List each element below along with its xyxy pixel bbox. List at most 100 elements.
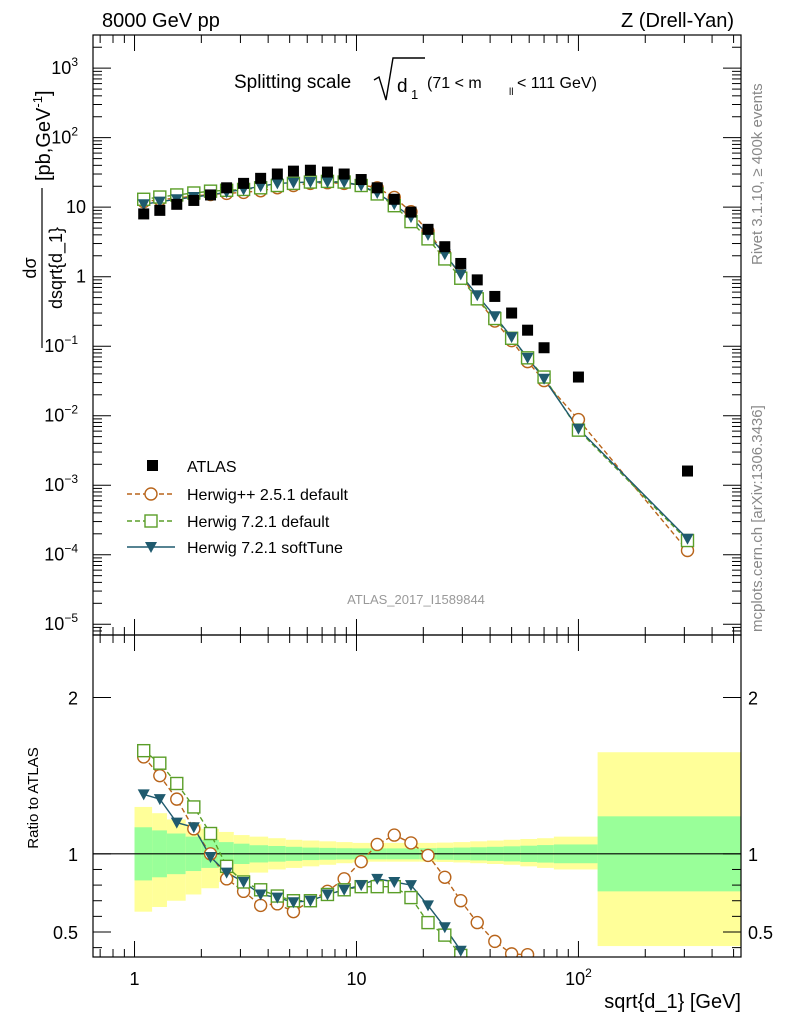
data-point (153, 196, 166, 208)
data-point (338, 168, 350, 180)
data-point (254, 889, 267, 901)
x-tick-label-base: 1 (130, 969, 140, 989)
data-point (187, 822, 200, 834)
data-point (170, 817, 183, 829)
x-tick-label: 102 (565, 966, 592, 989)
data-point (681, 533, 694, 545)
sqrt-symbol (373, 57, 425, 101)
data-point (337, 872, 351, 886)
data-point (371, 182, 383, 194)
data-point (538, 373, 551, 385)
main-ylabel-unit-close: ] (33, 90, 55, 96)
data-point (370, 837, 384, 852)
x-tick-label-sup: 2 (585, 966, 592, 980)
data-point (354, 854, 368, 869)
data-point (171, 198, 183, 210)
data-point (254, 181, 267, 193)
y-tick-label-base: 10 (51, 128, 71, 148)
data-point (471, 290, 484, 302)
data-point (338, 177, 351, 189)
plot-title-range-sub: ll (509, 87, 513, 98)
data-point (355, 174, 367, 186)
y-tick-label-sup: −4 (64, 542, 78, 556)
ratio-y-tick-label-right: 0.5 (748, 923, 773, 943)
y-tick-label: 10 (66, 197, 86, 217)
header-left: 8000 GeV pp (102, 10, 220, 32)
data-point (439, 241, 451, 253)
y-tick-label: 102 (51, 125, 78, 148)
header-right: Z (Drell-Yan) (621, 10, 734, 32)
data-point (520, 947, 535, 957)
rivet-label: Rivet 3.1.10, ≥ 400k events (749, 83, 766, 265)
data-point (304, 895, 317, 907)
x-tick-label-base: 10 (346, 969, 366, 989)
data-point (387, 828, 401, 842)
data-point (488, 311, 501, 323)
plot-title-var-sub: 1 (411, 87, 418, 102)
data-point (388, 876, 401, 888)
plot-title-var: d (397, 76, 408, 97)
legend-entry-atlas: ATLAS (147, 459, 237, 476)
y-tick-label-base: 10 (44, 545, 64, 565)
y-tick-label-base: 10 (51, 58, 71, 78)
y-tick-label-base: 10 (66, 197, 86, 217)
data-point (505, 332, 518, 344)
data-point (137, 789, 150, 801)
data-point (153, 768, 167, 783)
data-point (203, 826, 218, 841)
x-tick-label: 1 (130, 969, 140, 989)
y-tick-label: 10−4 (44, 542, 78, 565)
plot-title: Splitting scale d 1 (71 < m ll < 111 GeV… (234, 57, 597, 102)
xlabel: sqrt{d_1} [GeV] (604, 991, 741, 1013)
data-point (405, 206, 417, 218)
data-point (338, 884, 351, 896)
svg-text:[pb,GeV-1]: [pb,GeV-1] (30, 90, 55, 181)
y-tick-label-base: 10 (44, 406, 64, 426)
data-point (188, 194, 200, 206)
data-point (271, 178, 284, 190)
legend-entry-herwig721: Herwig 7.2.1 default (127, 514, 330, 531)
data-point (138, 208, 150, 220)
data-point (137, 199, 150, 211)
legend-label-atlas: ATLAS (187, 459, 237, 476)
series-line (143, 181, 688, 540)
svg-text:Splitting scale: Splitting scale (234, 72, 351, 93)
ratio-y-tick-label: 0.5 (53, 923, 78, 943)
data-point (287, 177, 300, 189)
data-point (287, 165, 299, 177)
data-point (154, 204, 166, 216)
data-point (153, 794, 166, 806)
y-tick-label-sup: −1 (64, 333, 78, 347)
y-tick-label: 10−5 (44, 611, 78, 634)
data-point (253, 898, 268, 913)
data-point (187, 800, 201, 814)
ratio-y-tick-label: 2 (68, 689, 78, 709)
main-ylabel-unit: [pb,GeV (33, 107, 55, 181)
main-series (137, 164, 695, 558)
data-point (421, 915, 435, 930)
legend-label-softtune: Herwig 7.2.1 softTune (187, 540, 343, 557)
ratio-series (137, 743, 535, 957)
data-point (304, 164, 316, 176)
ratio-y-tick-label-right: 2 (748, 689, 758, 709)
plot-title-prefix: Splitting scale (234, 72, 351, 93)
data-point (355, 880, 368, 892)
y-tick-label: 10−1 (44, 333, 78, 356)
data-point (321, 177, 334, 189)
y-tick-label-sup: −2 (64, 403, 78, 417)
plot-title-range-close: < 111 GeV) (517, 75, 597, 92)
data-point (421, 848, 435, 863)
data-point (438, 922, 451, 934)
main-ylabel: dσ dsqrt{d_1} [pb,GeV-1] (20, 90, 67, 348)
data-point (221, 182, 233, 194)
ratio-frame (92, 634, 742, 958)
data-point (488, 934, 502, 949)
data-point (137, 743, 151, 758)
data-point (422, 223, 434, 235)
legend-entry-herwigpp: Herwig++ 2.5.1 default (127, 487, 349, 504)
data-point (471, 274, 483, 286)
data-point (438, 870, 452, 884)
data-point (271, 892, 284, 904)
